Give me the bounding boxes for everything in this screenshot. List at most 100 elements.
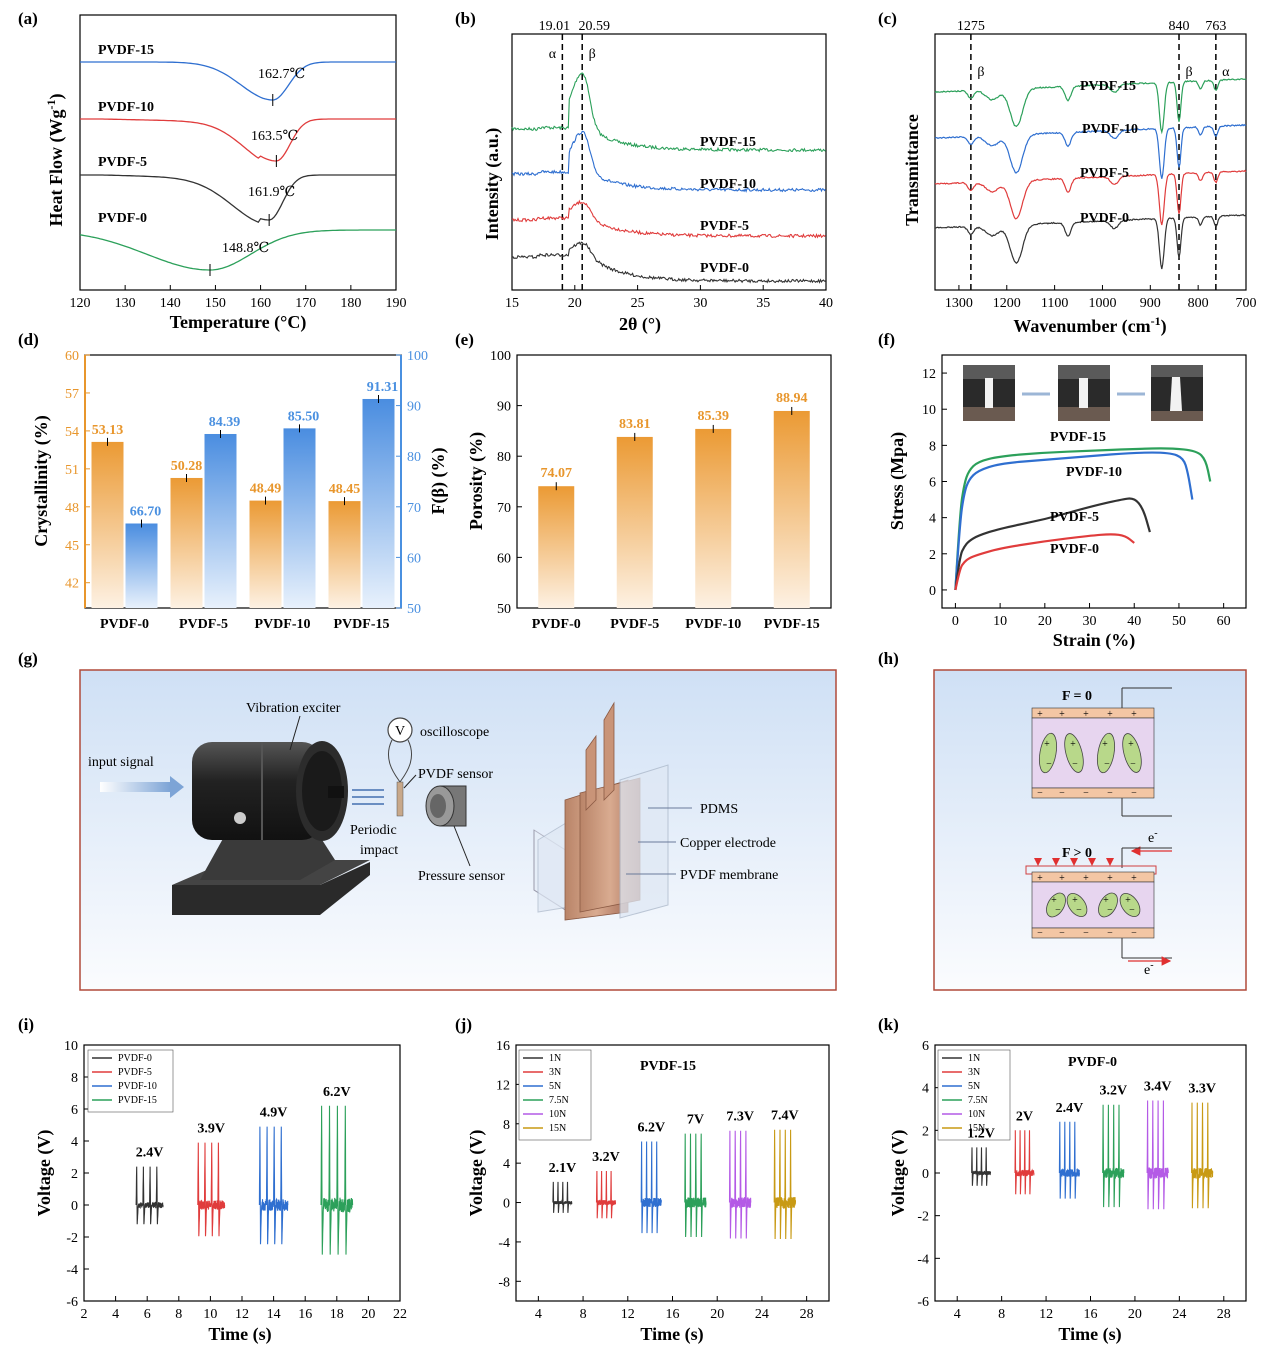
y-tick-label: 8 bbox=[71, 1071, 78, 1086]
panel-e: (e) Porosity (%) 50 60 70 80 90 100 74.07 PVDF-… bbox=[455, 330, 832, 632]
x-tick-label: 28 bbox=[800, 1307, 814, 1322]
pvdf-membrane-label: PVDF membrane bbox=[680, 868, 778, 883]
voltage-trace-7.5n bbox=[1102, 1104, 1125, 1208]
x-tick-label: 22 bbox=[393, 1307, 407, 1322]
x-tick-label: 120 bbox=[70, 296, 91, 311]
category-label: PVDF-15 bbox=[764, 617, 820, 632]
voltage-trace-10n bbox=[1146, 1100, 1169, 1210]
category-label: PVDF-0 bbox=[532, 617, 581, 632]
y-tick-label: 6 bbox=[922, 1039, 929, 1054]
x-tick-label: 16 bbox=[666, 1307, 680, 1322]
peak-voltage-label: 6.2V bbox=[637, 1120, 665, 1135]
voltage-plot-i: 2 4 6 8 10 12 14 16 18 20 22-6-4-20246810PVDF-0PVD… bbox=[64, 1039, 407, 1322]
x-tick-label: 40 bbox=[819, 296, 833, 311]
voltage-trace-pvdf-0 bbox=[135, 1166, 164, 1225]
y-tick-label: 50 bbox=[497, 602, 511, 617]
panel-i: (i) Time (s) Voltage (V) 2 4 6 8 10 12 14 16 18 2… bbox=[18, 1015, 407, 1345]
series-label: PVDF-15 bbox=[1050, 430, 1106, 445]
electrode-minus-sign: − bbox=[1059, 928, 1065, 939]
voltage-trace-1n bbox=[552, 1181, 573, 1213]
y-tick-label: 0 bbox=[929, 584, 936, 599]
x-tick-label: 30 bbox=[1083, 614, 1097, 629]
ftir-curve-pvdf-5 bbox=[934, 169, 1247, 226]
legend-entry: 1N bbox=[549, 1053, 561, 1064]
voltmeter-icon bbox=[387, 717, 413, 743]
periodic-label: Periodic bbox=[350, 823, 397, 838]
voltage-trace-5n bbox=[1058, 1121, 1080, 1199]
x-tick-label: 12 bbox=[1039, 1307, 1053, 1322]
electrode-minus-sign: − bbox=[1083, 788, 1089, 799]
legend: PVDF-0 PVDF-5 PVDF-10 PVDF-15 bbox=[87, 1049, 174, 1113]
x-tick-label: 24 bbox=[1172, 1307, 1186, 1322]
legend-entry: PVDF-0 bbox=[118, 1053, 152, 1064]
y-tick-label: 60 bbox=[407, 551, 421, 566]
legend-entry: 7.5N bbox=[968, 1095, 988, 1106]
x-axis-label-j: Time (s) bbox=[640, 1324, 703, 1345]
y-axis-label-d: Crystallinity (%) bbox=[31, 415, 52, 546]
series-label: PVDF-0 bbox=[98, 211, 147, 226]
peak-voltage-label: 2.4V bbox=[1056, 1101, 1084, 1116]
panel-label-k: (k) bbox=[878, 1015, 899, 1034]
y-axis-label-i: Voltage (V) bbox=[34, 1130, 55, 1217]
dipole-ellipse bbox=[1064, 733, 1084, 773]
series-label: PVDF-5 bbox=[1080, 166, 1129, 181]
impact-arrows bbox=[352, 789, 384, 805]
x-tick-label: 30 bbox=[693, 296, 707, 311]
y-tick-label: 8 bbox=[929, 439, 936, 454]
panel-b: (b) 15 20 25 30 35 40 2θ (°) Intensity (a.u.)… bbox=[455, 9, 833, 335]
series-label: PVDF-5 bbox=[700, 219, 749, 234]
y-tick-label: 2 bbox=[922, 1124, 929, 1139]
legend-entry: 7.5N bbox=[549, 1095, 569, 1106]
x-axis-label-b: 2θ (°) bbox=[619, 314, 661, 335]
crystallinity-value-label: 53.13 bbox=[92, 423, 124, 438]
press-arrow-icon bbox=[1052, 858, 1060, 866]
x-tick-label: 700 bbox=[1236, 296, 1257, 311]
panel-label-b: (b) bbox=[455, 9, 476, 28]
x-tick-label: 4 bbox=[112, 1307, 119, 1322]
y-tick-label: -4 bbox=[498, 1236, 510, 1251]
legend-entry: 1N bbox=[968, 1053, 980, 1064]
peak-temperature-label: 148.8℃ bbox=[222, 241, 269, 256]
y-tick-label: 8 bbox=[503, 1118, 510, 1133]
xrd-curve-pvdf-10 bbox=[511, 130, 826, 193]
porosity-value-label: 85.39 bbox=[698, 409, 730, 424]
series-label: PVDF-15 bbox=[98, 43, 154, 58]
voltage-trace-3n bbox=[1014, 1130, 1035, 1195]
panel-g: (g) input signal Vibration exciter Perio… bbox=[18, 649, 837, 991]
y-tick-label: 50 bbox=[407, 602, 421, 617]
dipole-ellipse bbox=[1122, 733, 1142, 773]
ftir-curve-pvdf-0 bbox=[934, 213, 1247, 270]
x-tick-label: 18 bbox=[330, 1307, 344, 1322]
y-tick-label: 16 bbox=[496, 1039, 510, 1054]
x-tick-label: 180 bbox=[340, 296, 361, 311]
legend-entry: PVDF-5 bbox=[118, 1067, 152, 1078]
series-label: PVDF-0 bbox=[1080, 211, 1129, 226]
y-axis-label-a: Heat Flow (Wg-1) bbox=[44, 94, 67, 227]
x-axis-label-f: Strain (%) bbox=[1053, 630, 1136, 651]
dsc-curve-pvdf-10 bbox=[80, 118, 396, 162]
input-signal-label: input signal bbox=[88, 755, 154, 770]
dipole-ellipse bbox=[1096, 732, 1116, 774]
press-arrow-icon bbox=[1070, 858, 1078, 866]
plot-frame-a bbox=[79, 14, 397, 291]
fbeta-bar bbox=[125, 523, 158, 608]
y-tick-label: 80 bbox=[497, 450, 511, 465]
panel-label-h: (h) bbox=[878, 649, 899, 668]
panel-j: (j) Time (s) Voltage (V) 4 8 12 16 20 24 28 -8 -… bbox=[455, 1015, 830, 1345]
peak-voltage-label: 2.4V bbox=[136, 1146, 164, 1161]
setup-diagram bbox=[79, 669, 837, 991]
series-label: PVDF-10 bbox=[1066, 465, 1122, 480]
membrane-stressed: +−+−+−+−+−+−+−+−+− bbox=[1031, 871, 1155, 939]
x-tick-label: 20 bbox=[361, 1307, 375, 1322]
peak-voltage-label: 7.4V bbox=[771, 1109, 799, 1124]
x-tick-label: 20 bbox=[1128, 1307, 1142, 1322]
x-tick-label: 14 bbox=[267, 1307, 281, 1322]
electrode-minus-sign: − bbox=[1131, 928, 1137, 939]
y-tick-label: 48 bbox=[65, 501, 79, 516]
x-tick-label: 140 bbox=[160, 296, 181, 311]
series-label: PVDF-10 bbox=[1082, 122, 1138, 137]
x-axis-label-i: Time (s) bbox=[208, 1324, 271, 1345]
plot-frame-b bbox=[511, 33, 827, 291]
y-tick-label: 60 bbox=[497, 551, 511, 566]
